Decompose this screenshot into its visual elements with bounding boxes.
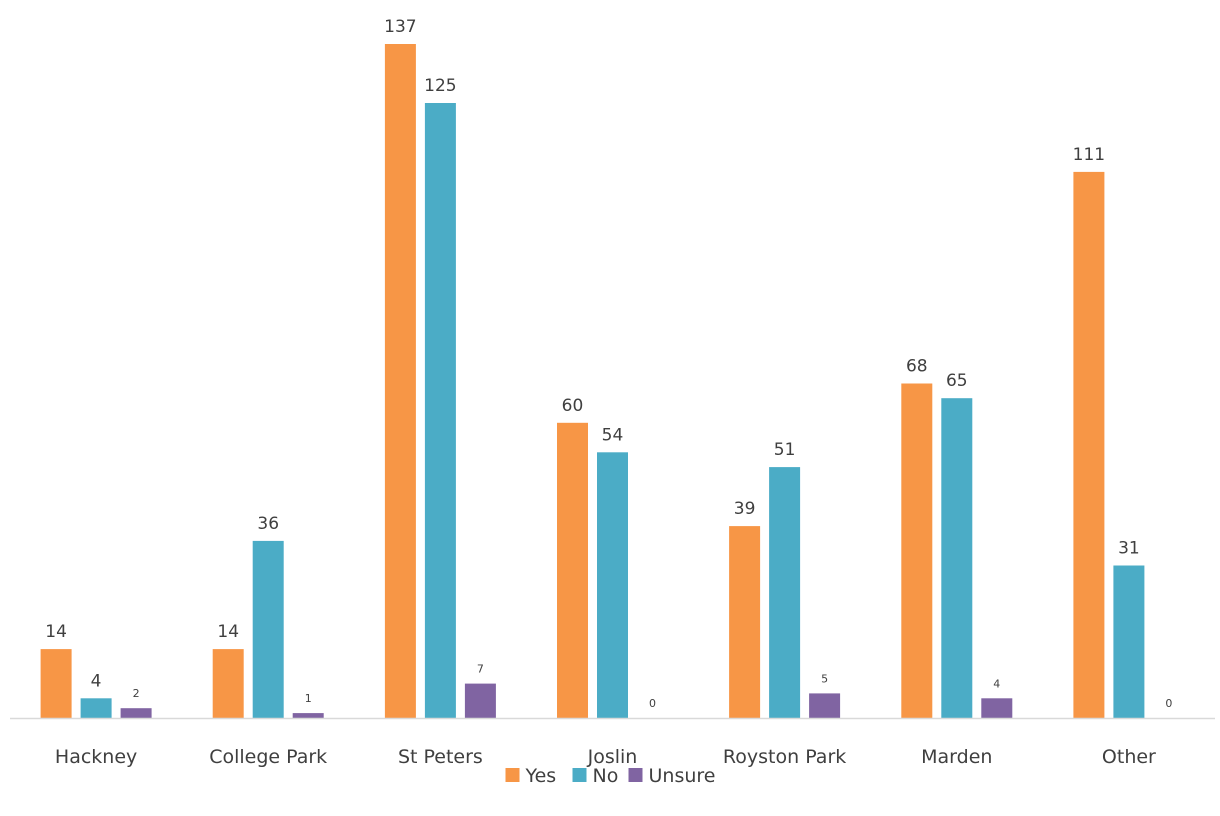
bar-unsure-st-peters xyxy=(464,683,496,718)
data-label-unsure-marden: 4 xyxy=(993,677,1000,690)
data-label-unsure-college-park: 1 xyxy=(305,692,312,705)
data-label-no-joslin: 54 xyxy=(602,425,624,445)
bar-no-hackney xyxy=(80,698,112,718)
data-label-yes-other: 111 xyxy=(1073,145,1105,165)
bar-yes-other xyxy=(1073,171,1105,718)
data-label-yes-college-park: 14 xyxy=(217,622,239,642)
legend-swatch-unsure xyxy=(628,768,643,782)
legend-swatch-yes xyxy=(505,768,520,782)
bar-no-st-peters xyxy=(424,103,456,718)
legend-label-no: No xyxy=(593,765,619,787)
data-label-unsure-joslin: 0 xyxy=(649,697,656,710)
data-label-unsure-st-peters: 7 xyxy=(477,663,484,676)
legend-label-unsure: Unsure xyxy=(649,765,716,787)
category-labels-layer: Hackney College Park St Peters Joslin Roysto… xyxy=(55,746,1156,768)
data-label-no-st-peters: 125 xyxy=(424,76,456,96)
data-label-no-hackney: 4 xyxy=(91,671,102,691)
category-label-college-park: College Park xyxy=(209,746,327,768)
data-label-yes-hackney: 14 xyxy=(45,622,67,642)
bar-yes-marden xyxy=(901,383,933,718)
data-label-yes-royston-park: 39 xyxy=(734,499,756,519)
category-label-joslin: Joslin xyxy=(587,746,638,768)
data-label-unsure-other: 0 xyxy=(1165,697,1172,710)
category-label-other: Other xyxy=(1102,746,1156,768)
bar-yes-joslin xyxy=(557,422,588,718)
bar-no-other xyxy=(1113,565,1145,718)
data-label-no-college-park: 36 xyxy=(257,514,279,534)
legend: Yes No Unsure xyxy=(505,765,716,787)
category-label-hackney: Hackney xyxy=(55,746,137,768)
bar-unsure-royston-park xyxy=(809,693,841,718)
legend-label-yes: Yes xyxy=(525,765,557,787)
category-label-royston-park: Royston Park xyxy=(723,746,846,768)
bar-yes-college-park xyxy=(212,649,244,718)
legend-swatch-no xyxy=(572,768,587,782)
data-label-no-other: 31 xyxy=(1118,539,1140,559)
data-labels-layer: 14 4 2 14 36 1 137 125 7 60 54 0 39 51 5 68 65 4 111 31 0 xyxy=(45,17,1172,710)
bar-unsure-hackney xyxy=(120,708,152,718)
bar-yes-st-peters xyxy=(384,44,416,718)
bar-no-marden xyxy=(941,398,973,718)
data-label-no-marden: 65 xyxy=(946,371,968,391)
data-label-unsure-royston-park: 5 xyxy=(821,672,828,685)
bar-no-college-park xyxy=(252,540,284,718)
bar-yes-royston-park xyxy=(729,526,761,718)
bar-unsure-marden xyxy=(981,698,1013,718)
category-label-marden: Marden xyxy=(921,746,992,768)
data-label-yes-st-peters: 137 xyxy=(384,17,416,37)
bar-no-royston-park xyxy=(769,467,801,718)
bar-unsure-college-park xyxy=(292,713,324,718)
data-label-yes-marden: 68 xyxy=(906,357,928,377)
data-label-unsure-hackney: 2 xyxy=(133,687,140,700)
bar-yes-hackney xyxy=(40,649,72,718)
bar-no-joslin xyxy=(597,452,628,718)
data-label-no-royston-park: 51 xyxy=(774,440,796,460)
data-label-yes-joslin: 60 xyxy=(562,396,584,416)
bars-layer xyxy=(40,44,1145,718)
category-label-st-peters: St Peters xyxy=(398,746,483,768)
